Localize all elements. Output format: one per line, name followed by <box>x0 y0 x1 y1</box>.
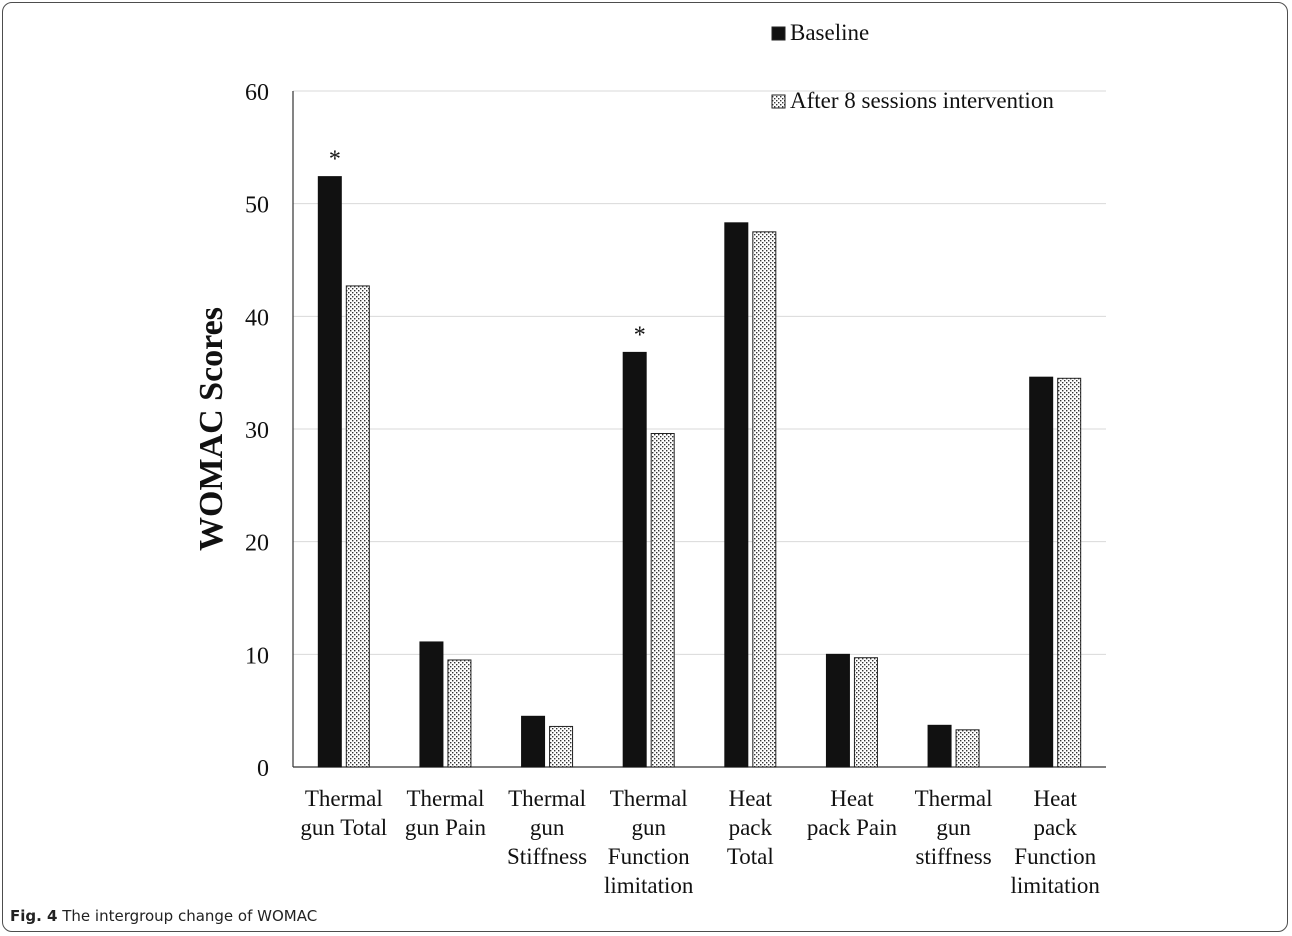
x-tick-label: Thermal <box>610 786 688 811</box>
significance-marker: * <box>634 322 646 348</box>
x-tick-label: stiffness <box>915 844 991 869</box>
bar-baseline <box>521 715 546 768</box>
x-tick-label: Thermal <box>305 786 383 811</box>
x-tick-label: Thermal <box>508 786 586 811</box>
bar-baseline <box>622 351 647 768</box>
x-tick-label: Thermal <box>915 786 993 811</box>
bar-baseline <box>317 176 342 768</box>
bar-baseline <box>1029 376 1054 768</box>
legend-label-baseline: Baseline <box>790 20 869 45</box>
legend: Baseline After 8 sessions intervention <box>771 20 1054 113</box>
x-tick-label: pack <box>1033 815 1077 840</box>
legend-swatch-after <box>771 94 786 109</box>
x-tick-label: Heat <box>729 786 773 811</box>
x-tick-label: Stiffness <box>507 844 587 869</box>
labels: * Thermal gun Total Thermal gun Pain Thermal g… <box>300 147 1100 898</box>
y-tick-label: 0 <box>257 756 269 782</box>
x-tick-label: Heat <box>830 786 874 811</box>
y-tick-label: 40 <box>245 305 269 331</box>
bar-baseline <box>927 724 952 768</box>
bar-baseline <box>825 653 850 768</box>
x-tick-label: Function <box>608 844 690 869</box>
x-tick-label: gun <box>530 815 565 840</box>
y-axis-label: WOMAC Scores <box>193 307 230 551</box>
x-tick-label: Heat <box>1033 786 1077 811</box>
figure-number: Fig. 4 <box>10 907 58 925</box>
x-tick-label: limitation <box>604 873 694 898</box>
x-tick-label: Thermal <box>406 786 484 811</box>
legend-label-after: After 8 sessions intervention <box>790 88 1054 113</box>
bars <box>317 176 1082 768</box>
x-tick-label: pack Pain <box>807 815 898 840</box>
y-tick-label: 10 <box>245 643 269 669</box>
y-tick-label: 50 <box>245 193 269 219</box>
y-tick-label: 60 <box>245 80 269 106</box>
x-tick-label: gun Total <box>300 815 387 840</box>
bar-after <box>853 657 878 768</box>
figure-caption: Fig. 4 The intergroup change of WOMAC <box>10 907 317 925</box>
bar-after <box>549 725 574 768</box>
x-tick-label: gun <box>936 815 971 840</box>
bar-after <box>955 729 980 768</box>
x-tick-label: Total <box>727 844 774 869</box>
bar-after <box>345 285 370 768</box>
caption-text: The intergroup change of WOMAC <box>62 907 318 925</box>
legend-swatch-baseline <box>771 26 786 41</box>
bar-after <box>447 659 472 768</box>
x-tick-label: gun Pain <box>405 815 487 840</box>
y-tick-label: 30 <box>245 418 269 444</box>
x-tick-label: Function <box>1014 844 1096 869</box>
x-tick-label: limitation <box>1010 873 1100 898</box>
y-tick-label: 20 <box>245 531 269 557</box>
grid-lines <box>293 90 1106 655</box>
bar-baseline <box>419 641 444 768</box>
bar-after <box>752 231 777 768</box>
axes: 0 10 20 30 40 50 60 WOMAC Scores <box>193 80 1106 782</box>
x-tick-label: gun <box>631 815 666 840</box>
bar-after <box>1057 377 1082 768</box>
bar-baseline <box>724 222 749 768</box>
x-tick-label: pack <box>729 815 773 840</box>
significance-marker: * <box>329 147 341 173</box>
bar-after <box>650 433 675 768</box>
